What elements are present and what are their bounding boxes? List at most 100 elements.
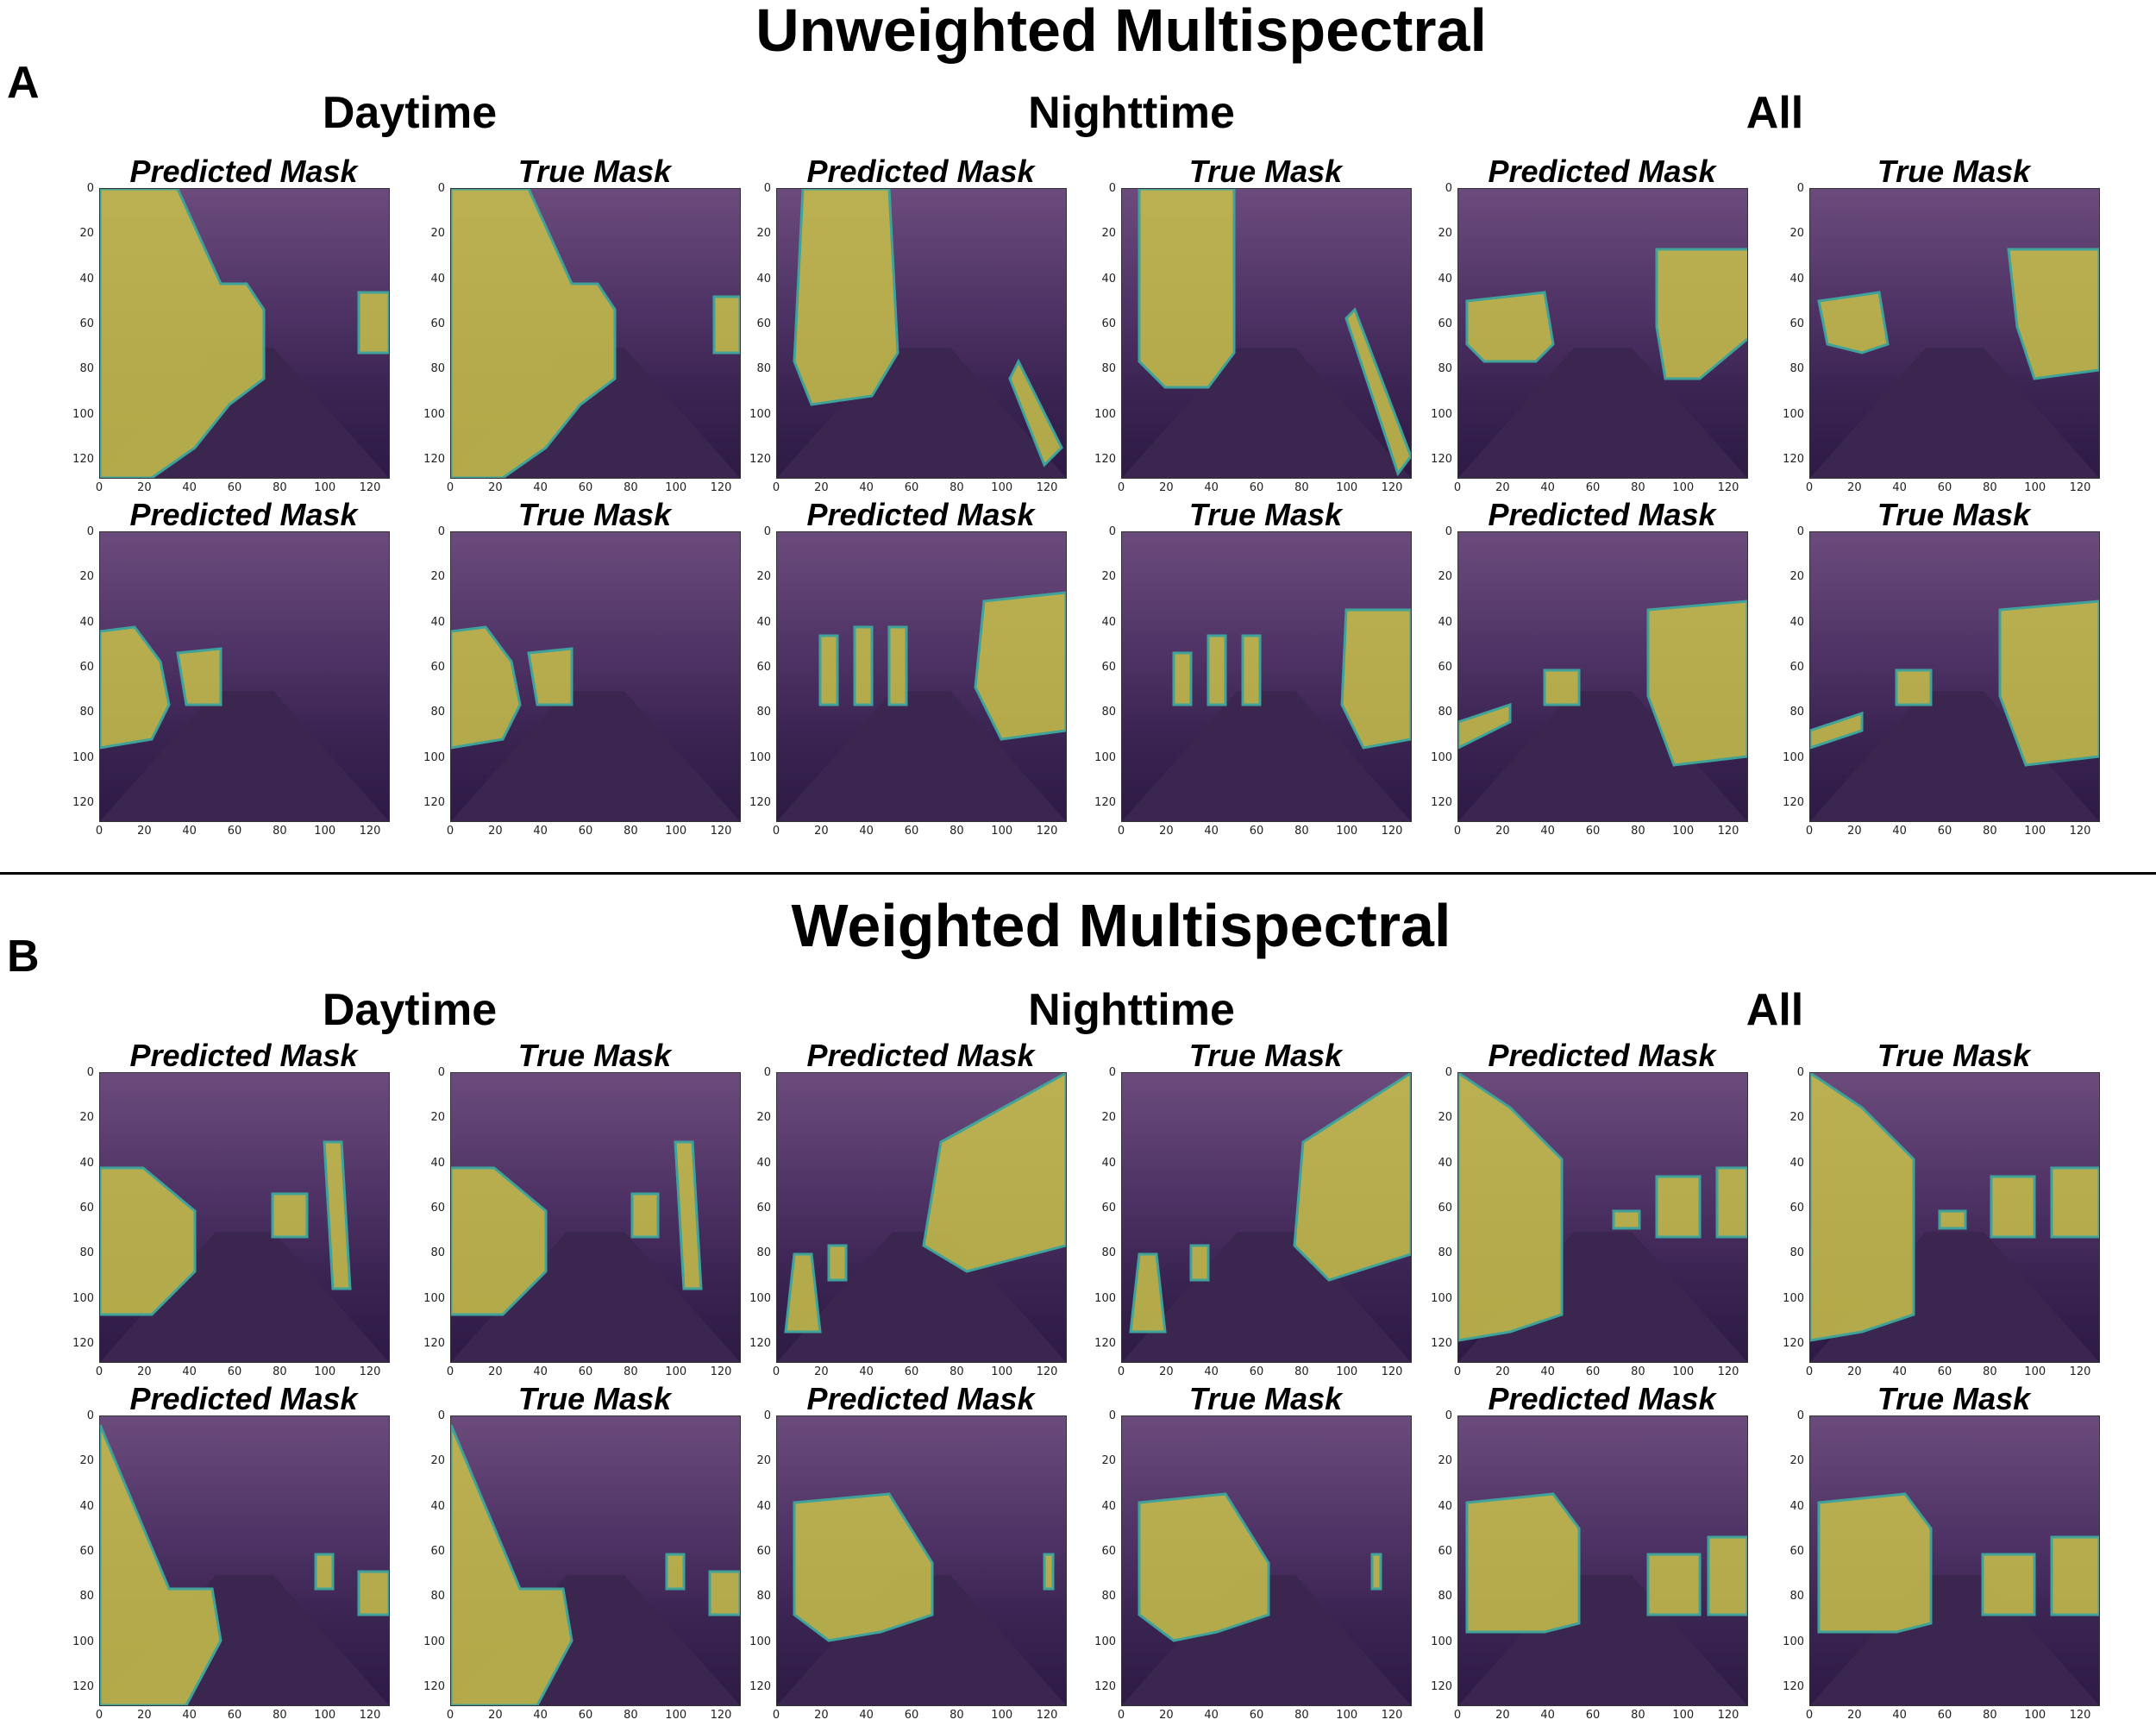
road-region — [1458, 1232, 1747, 1362]
x-tick-label: 0 — [95, 1709, 103, 1722]
x-tick-label: 60 — [904, 825, 919, 838]
x-tick-label: 80 — [950, 481, 964, 494]
segmentation-mask — [818, 591, 1066, 741]
y-tick-label: 120 — [72, 453, 94, 467]
true-mask-image — [1809, 531, 2100, 822]
x-tick-label: 0 — [1805, 825, 1814, 838]
segmentation-mask — [1458, 1073, 1747, 1342]
y-tick-label: 100 — [423, 1635, 445, 1648]
predicted-mask-image — [1457, 1415, 1748, 1706]
y-tick-label: 0 — [1108, 1066, 1116, 1079]
x-tick-label: 120 — [1717, 481, 1739, 494]
segmentation-mask — [1817, 1492, 2099, 1634]
y-tick-label: 0 — [86, 1066, 94, 1079]
y-tick-label: 120 — [72, 1337, 94, 1351]
x-tick-label: 0 — [1117, 481, 1125, 494]
true-mask-title: True Mask — [517, 154, 672, 189]
road-region — [777, 1232, 1066, 1362]
segmentation-mask — [1810, 599, 2099, 767]
x-tick-label: 100 — [314, 825, 336, 838]
y-tick-label: 40 — [1789, 272, 1804, 286]
x-tick-label: 20 — [488, 1709, 503, 1722]
x-tick-label: 40 — [182, 825, 197, 838]
y-tick-label: 80 — [756, 362, 771, 376]
true-mask-image — [1121, 188, 1412, 479]
y-tick-label: 60 — [756, 661, 771, 675]
y-tick-label: 20 — [1438, 1111, 1452, 1125]
true-mask-title: True Mask — [1877, 154, 2031, 189]
x-tick-label: 0 — [446, 481, 454, 494]
y-tick-label: 0 — [763, 1409, 771, 1422]
x-tick-label: 100 — [1672, 825, 1695, 838]
x-tick-label: 120 — [1717, 825, 1739, 838]
y-tick-label: 20 — [430, 1111, 445, 1125]
x-tick-label: 80 — [1983, 825, 1997, 838]
x-tick-label: 120 — [710, 825, 732, 838]
true-mask-title: True Mask — [1877, 497, 2031, 532]
y-tick-label: 80 — [79, 362, 94, 376]
x-tick-label: 120 — [2069, 481, 2091, 494]
y-tick-label: 120 — [1783, 1337, 1804, 1351]
y-tick-label: 60 — [756, 1202, 771, 1215]
true-mask-title: True Mask — [1188, 497, 1343, 532]
road-region — [1458, 691, 1747, 821]
y-tick-label: 60 — [79, 317, 94, 331]
y-tick-label: 20 — [1789, 227, 1804, 241]
x-tick-label: 120 — [359, 825, 381, 838]
x-tick-label: 20 — [1159, 825, 1174, 838]
segmentation-mask — [793, 1492, 1055, 1642]
y-tick-label: 60 — [1438, 1545, 1452, 1559]
x-tick-label: 100 — [1336, 1709, 1358, 1722]
y-tick-label: 20 — [1789, 1111, 1804, 1125]
y-tick-label: 20 — [756, 570, 771, 584]
y-tick-label: 20 — [1101, 1111, 1116, 1125]
segmentation-mask — [784, 1073, 1066, 1334]
x-tick-label: 40 — [1204, 1709, 1219, 1722]
road-region — [1810, 691, 2099, 821]
x-tick-label: 20 — [814, 825, 829, 838]
y-tick-label: 20 — [1101, 1454, 1116, 1468]
y-tick-label: 120 — [423, 796, 445, 810]
x-tick-label: 20 — [1847, 481, 1862, 494]
y-tick-label: 0 — [1796, 1409, 1804, 1422]
y-tick-label: 20 — [1438, 570, 1452, 584]
segmentation-mask — [100, 1140, 352, 1316]
y-tick-label: 60 — [756, 1545, 771, 1559]
segmentation-mask — [1465, 1492, 1747, 1634]
y-tick-label: 20 — [1789, 570, 1804, 584]
predicted-mask-image — [1457, 188, 1748, 479]
x-tick-label: 60 — [578, 1709, 593, 1722]
y-tick-label: 100 — [749, 750, 771, 764]
y-tick-label: 120 — [749, 453, 771, 467]
y-tick-label: 80 — [1789, 362, 1804, 376]
true-mask-image — [1809, 188, 2100, 479]
x-tick-label: 120 — [1381, 825, 1403, 838]
x-tick-label: 40 — [533, 481, 548, 494]
predicted-mask-image — [776, 188, 1067, 479]
x-tick-label: 100 — [1672, 481, 1695, 494]
x-tick-label: 0 — [1805, 1709, 1814, 1722]
y-tick-label: 40 — [79, 1156, 94, 1170]
x-tick-label: 40 — [1540, 481, 1555, 494]
road-region — [1810, 1575, 2099, 1705]
y-tick-label: 0 — [86, 1409, 94, 1422]
y-tick-label: 40 — [79, 272, 94, 286]
x-tick-label: 100 — [2024, 825, 2046, 838]
x-tick-label: 60 — [1585, 481, 1601, 494]
x-tick-label: 40 — [1540, 1709, 1555, 1722]
y-tick-label: 60 — [430, 317, 445, 331]
y-tick-label: 80 — [756, 1590, 771, 1604]
y-tick-label: 100 — [72, 750, 94, 764]
x-tick-label: 100 — [665, 481, 687, 494]
x-tick-label: 20 — [1495, 1709, 1510, 1722]
road-region — [100, 1232, 389, 1362]
predicted-mask-title: Predicted Mask — [806, 154, 1035, 189]
x-tick-label: 40 — [1892, 1365, 1907, 1378]
true-mask-image — [1809, 1072, 2100, 1363]
x-tick-label: 80 — [1983, 1709, 1997, 1722]
x-tick-label: 40 — [182, 1365, 197, 1378]
x-tick-label: 80 — [1983, 1365, 1997, 1378]
x-tick-label: 120 — [710, 481, 732, 494]
y-tick-label: 40 — [430, 272, 445, 286]
y-tick-label: 40 — [756, 615, 771, 629]
